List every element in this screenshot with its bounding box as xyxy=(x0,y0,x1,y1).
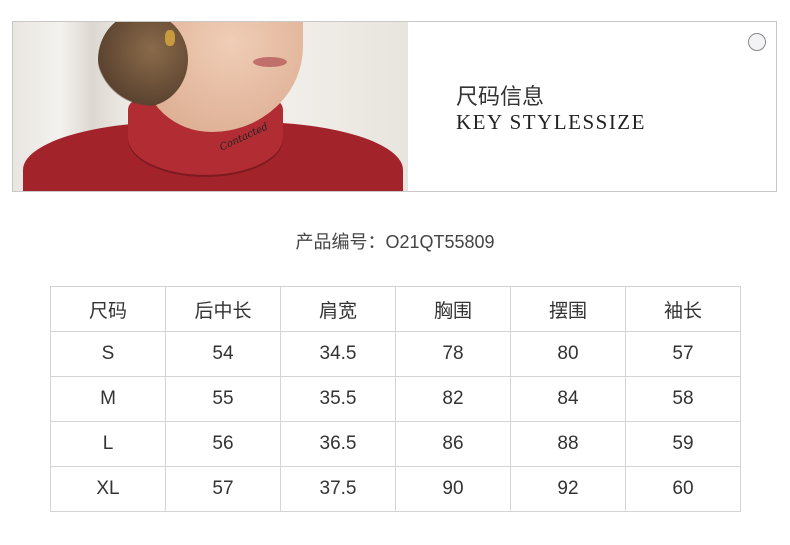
table-row: L 56 36.5 86 88 59 xyxy=(50,421,741,467)
column-header: 胸围 xyxy=(395,286,511,332)
table-row: XL 57 37.5 90 92 60 xyxy=(50,466,741,512)
table-cell: M xyxy=(50,376,166,422)
model-photo: Contacted xyxy=(13,22,408,191)
column-header: 摆围 xyxy=(510,286,626,332)
table-cell: 37.5 xyxy=(280,466,396,512)
table-cell: XL xyxy=(50,466,166,512)
table-cell: 90 xyxy=(395,466,511,512)
table-cell: 78 xyxy=(395,331,511,377)
table-cell: 36.5 xyxy=(280,421,396,467)
product-code: O21QT55809 xyxy=(385,232,495,252)
table-cell: 82 xyxy=(395,376,511,422)
table-cell: 86 xyxy=(395,421,511,467)
table-cell: 57 xyxy=(625,331,741,377)
table-cell: 56 xyxy=(165,421,281,467)
table-cell: 35.5 xyxy=(280,376,396,422)
earring-shape xyxy=(165,30,175,46)
table-cell: 80 xyxy=(510,331,626,377)
table-cell: 55 xyxy=(165,376,281,422)
table-row: M 55 35.5 82 84 58 xyxy=(50,376,741,422)
column-header: 尺码 xyxy=(50,286,166,332)
column-header: 后中长 xyxy=(165,286,281,332)
table-cell: L xyxy=(50,421,166,467)
table-cell: 92 xyxy=(510,466,626,512)
table-cell: 88 xyxy=(510,421,626,467)
lips-shape xyxy=(253,57,287,67)
table-cell: 59 xyxy=(625,421,741,467)
table-row: S 54 34.5 78 80 57 xyxy=(50,331,741,377)
table-cell: S xyxy=(50,331,166,377)
table-cell: 58 xyxy=(625,376,741,422)
table-cell: 57 xyxy=(165,466,281,512)
table-cell: 34.5 xyxy=(280,331,396,377)
product-code-label: 产品编号： xyxy=(295,232,386,252)
column-header: 肩宽 xyxy=(280,286,396,332)
column-header: 袖长 xyxy=(625,286,741,332)
table-cell: 84 xyxy=(510,376,626,422)
banner: Contacted 尺码信息 KEY STYLESSIZE xyxy=(12,21,777,192)
banner-title-en: KEY STYLESSIZE xyxy=(456,110,646,134)
banner-title-cn: 尺码信息 xyxy=(456,85,545,110)
table-header-row: 尺码 后中长 肩宽 胸围 摆围 袖长 xyxy=(50,286,741,332)
circle-icon xyxy=(748,33,766,51)
product-code-line: 产品编号：O21QT55809 xyxy=(0,228,790,254)
table-cell: 54 xyxy=(165,331,281,377)
size-table: 尺码 后中长 肩宽 胸围 摆围 袖长 S 54 34.5 78 80 57 M 55 35.5 82 84 58 L… xyxy=(50,286,741,512)
table-cell: 60 xyxy=(625,466,741,512)
